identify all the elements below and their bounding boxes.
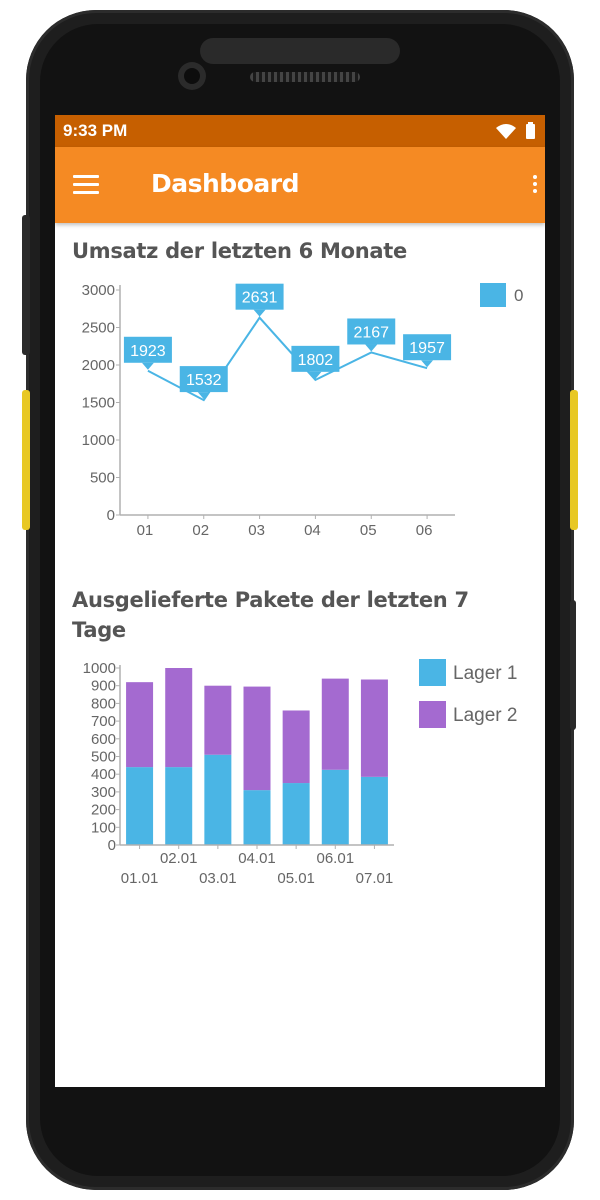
data-label: 2167 bbox=[347, 318, 396, 352]
bar-lager-2 bbox=[321, 678, 349, 770]
x-tick-label: 02 bbox=[192, 522, 209, 539]
side-accent-left bbox=[22, 390, 30, 530]
x-tick-label: 04 bbox=[304, 522, 321, 539]
bar-lager-1 bbox=[243, 790, 271, 845]
y-tick-label: 300 bbox=[91, 784, 116, 801]
x-tick-label: 05 bbox=[360, 522, 377, 539]
y-tick-label: 400 bbox=[91, 766, 116, 783]
data-label-text: 1532 bbox=[186, 372, 222, 389]
more-vert-icon[interactable] bbox=[527, 173, 543, 201]
status-time: 9:33 PM bbox=[63, 121, 128, 140]
x-tick-label: 03 bbox=[248, 522, 265, 539]
wifi-icon bbox=[496, 124, 516, 139]
battery-icon bbox=[526, 124, 535, 139]
power-button bbox=[570, 600, 576, 730]
legend-label: 0 bbox=[514, 286, 523, 305]
bar-lager-2 bbox=[360, 679, 388, 777]
legend-swatch bbox=[419, 659, 446, 686]
y-tick-label: 1000 bbox=[83, 660, 116, 677]
y-tick-label: 2500 bbox=[82, 320, 115, 337]
speaker-grille bbox=[250, 72, 360, 82]
data-label-text: 1802 bbox=[298, 352, 334, 369]
bar-lager-1 bbox=[204, 754, 232, 845]
data-label-text: 2631 bbox=[242, 290, 278, 307]
data-label-box bbox=[179, 366, 228, 393]
data-label-pointer bbox=[253, 309, 266, 317]
data-label-pointer bbox=[365, 344, 378, 352]
series-line bbox=[147, 316, 428, 402]
data-label-box bbox=[235, 283, 284, 310]
bar-lager-1 bbox=[321, 769, 349, 845]
bar-lager-2 bbox=[243, 686, 271, 791]
data-label-pointer bbox=[197, 392, 210, 400]
legend-label: Lager 2 bbox=[453, 705, 517, 726]
data-label-pointer bbox=[421, 360, 434, 368]
y-tick-label: 0 bbox=[108, 837, 116, 854]
section-title-revenue: Umsatz der letzten 6 Monate bbox=[72, 239, 407, 263]
bar-lager-1 bbox=[165, 767, 193, 845]
y-tick-label: 600 bbox=[91, 731, 116, 748]
bar-lager-2 bbox=[204, 685, 232, 755]
y-tick-label: 1500 bbox=[82, 395, 115, 412]
menu-icon[interactable] bbox=[71, 171, 105, 199]
battery-cap bbox=[528, 122, 533, 124]
x-tick-label: 06 bbox=[416, 522, 433, 539]
data-label-text: 1957 bbox=[409, 340, 445, 357]
data-label: 1957 bbox=[403, 334, 452, 368]
data-label-box bbox=[347, 318, 396, 345]
bar-lager-1 bbox=[126, 767, 154, 845]
data-label-pointer bbox=[141, 362, 154, 370]
y-tick-label: 500 bbox=[91, 749, 116, 766]
y-tick-label: 800 bbox=[91, 695, 116, 712]
bar-lager-1 bbox=[360, 776, 388, 845]
volume-button bbox=[22, 215, 30, 355]
data-label: 2631 bbox=[235, 283, 284, 317]
y-tick-label: 100 bbox=[91, 819, 116, 836]
bar-lager-2 bbox=[165, 668, 193, 768]
data-label-pointer bbox=[309, 371, 322, 379]
bar-lager-2 bbox=[282, 710, 310, 784]
y-tick-label: 500 bbox=[90, 470, 115, 487]
data-label: 1802 bbox=[291, 345, 340, 379]
x-tick-label: 02.01 bbox=[160, 850, 198, 867]
data-label-box bbox=[291, 345, 340, 372]
bar-lager-2 bbox=[126, 682, 154, 768]
status-bar: 9:33 PM bbox=[55, 115, 545, 147]
x-tick-label: 05.01 bbox=[277, 870, 315, 887]
data-label: 1923 bbox=[123, 336, 172, 370]
x-tick-label: 06.01 bbox=[317, 850, 355, 867]
app-title: Dashboard bbox=[151, 169, 299, 198]
screen: 9:33 PM Dashboard Umsatz der letzten 6 M… bbox=[55, 115, 545, 1087]
x-tick-label: 01.01 bbox=[121, 870, 159, 887]
data-label-box bbox=[123, 336, 172, 363]
legend-label: Lager 1 bbox=[453, 663, 517, 684]
data-label: 1532 bbox=[179, 366, 228, 400]
data-label-box bbox=[403, 334, 452, 361]
data-label-text: 2167 bbox=[353, 324, 389, 341]
data-label-text: 1923 bbox=[130, 343, 166, 360]
legend-swatch bbox=[480, 283, 506, 307]
bar-lager-1 bbox=[282, 783, 310, 845]
y-tick-label: 900 bbox=[91, 678, 116, 695]
x-tick-label: 01 bbox=[137, 522, 154, 539]
status-icons bbox=[496, 122, 535, 139]
side-accent-right bbox=[570, 390, 578, 530]
x-tick-label: 04.01 bbox=[238, 850, 276, 867]
y-tick-label: 2000 bbox=[82, 357, 115, 374]
x-tick-label: 07.01 bbox=[356, 870, 394, 887]
y-tick-label: 1000 bbox=[82, 432, 115, 449]
y-tick-label: 0 bbox=[107, 507, 115, 524]
legend-swatch bbox=[419, 701, 446, 728]
y-tick-label: 3000 bbox=[82, 282, 115, 299]
x-tick-label: 03.01 bbox=[199, 870, 237, 887]
front-camera bbox=[178, 62, 206, 90]
app-bar: Dashboard bbox=[55, 147, 545, 223]
earpiece bbox=[200, 38, 400, 64]
revenue-line-chart: 0 500 1000 1500 2000 2500 3000 01 02 03 04 05 06 1923… bbox=[82, 282, 524, 539]
section-title-packages: Ausgelieferte Pakete der letzten 7 Tage bbox=[72, 588, 469, 642]
y-tick-label: 200 bbox=[91, 802, 116, 819]
y-tick-label: 700 bbox=[91, 713, 116, 730]
